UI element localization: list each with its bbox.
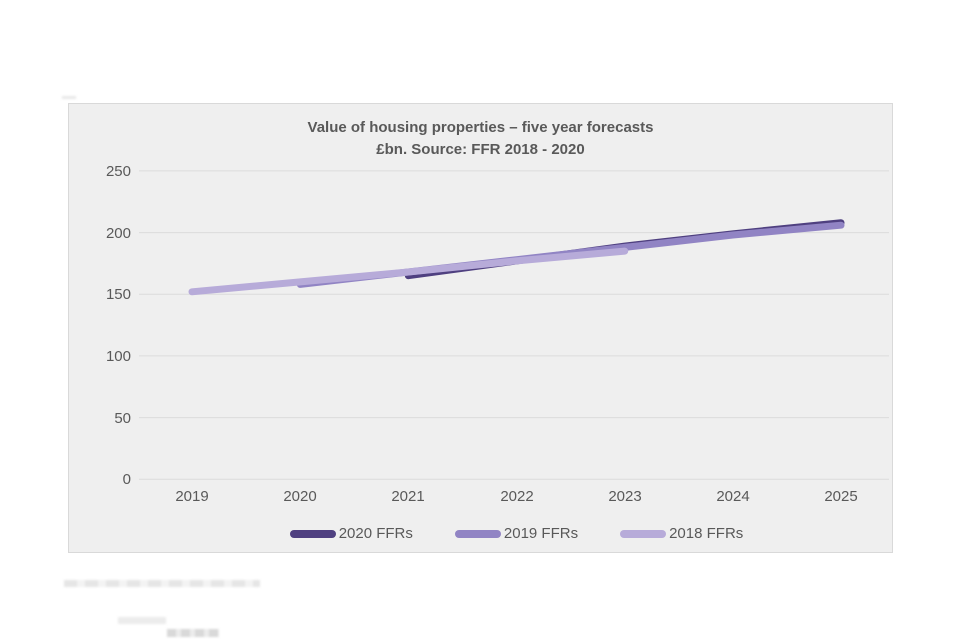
ghost-text-artifact [64,580,260,587]
legend-label-2019-ffrs: 2019 FFRs [503,525,579,542]
plot-area [139,170,889,480]
y-axis-tick-250: 250 [105,163,131,180]
y-axis-tick-0: 0 [122,471,131,488]
x-axis-tick-2023: 2023 [608,488,642,505]
chart-frame: Value of housing properties – five year … [68,103,893,553]
chart-title-line1: Value of housing properties – five year … [307,119,654,136]
legend-swatch-2019-ffrs [454,529,501,538]
ghost-text-artifact [167,629,219,637]
x-axis-tick-2025: 2025 [824,488,858,505]
chart-title-line2: £bn. Source: FFR 2018 - 2020 [376,141,585,158]
series-line-2018-ffrs [188,247,629,296]
ghost-text-artifact [118,617,166,624]
y-axis-tick-150: 150 [105,286,131,303]
y-axis-tick-100: 100 [105,348,131,365]
chart-title: Value of housing properties – five year … [69,117,892,161]
x-axis-tick-2019: 2019 [175,488,209,505]
legend: 2020 FFRs 2019 FFRs 2018 FFRs [192,525,841,542]
x-axis-tick-2022: 2022 [500,488,534,505]
legend-label-2018-ffrs: 2018 FFRs [669,525,744,542]
legend-item-2019-ffrs: 2019 FFRs [454,525,579,542]
y-axis-tick-200: 200 [105,225,131,242]
legend-label-2020-ffrs: 2020 FFRs [338,525,413,542]
y-axis-tick-50: 50 [114,410,131,427]
legend-item-2018-ffrs: 2018 FFRs [620,525,743,542]
x-axis-tick-2024: 2024 [716,488,750,505]
x-axis-tick-2021: 2021 [391,488,425,505]
ghost-text-artifact [62,96,76,99]
legend-swatch-2018-ffrs [620,529,667,538]
legend-swatch-2020-ffrs [289,529,336,538]
x-axis-tick-2020: 2020 [283,488,317,505]
legend-item-2020-ffrs: 2020 FFRs [289,525,413,542]
